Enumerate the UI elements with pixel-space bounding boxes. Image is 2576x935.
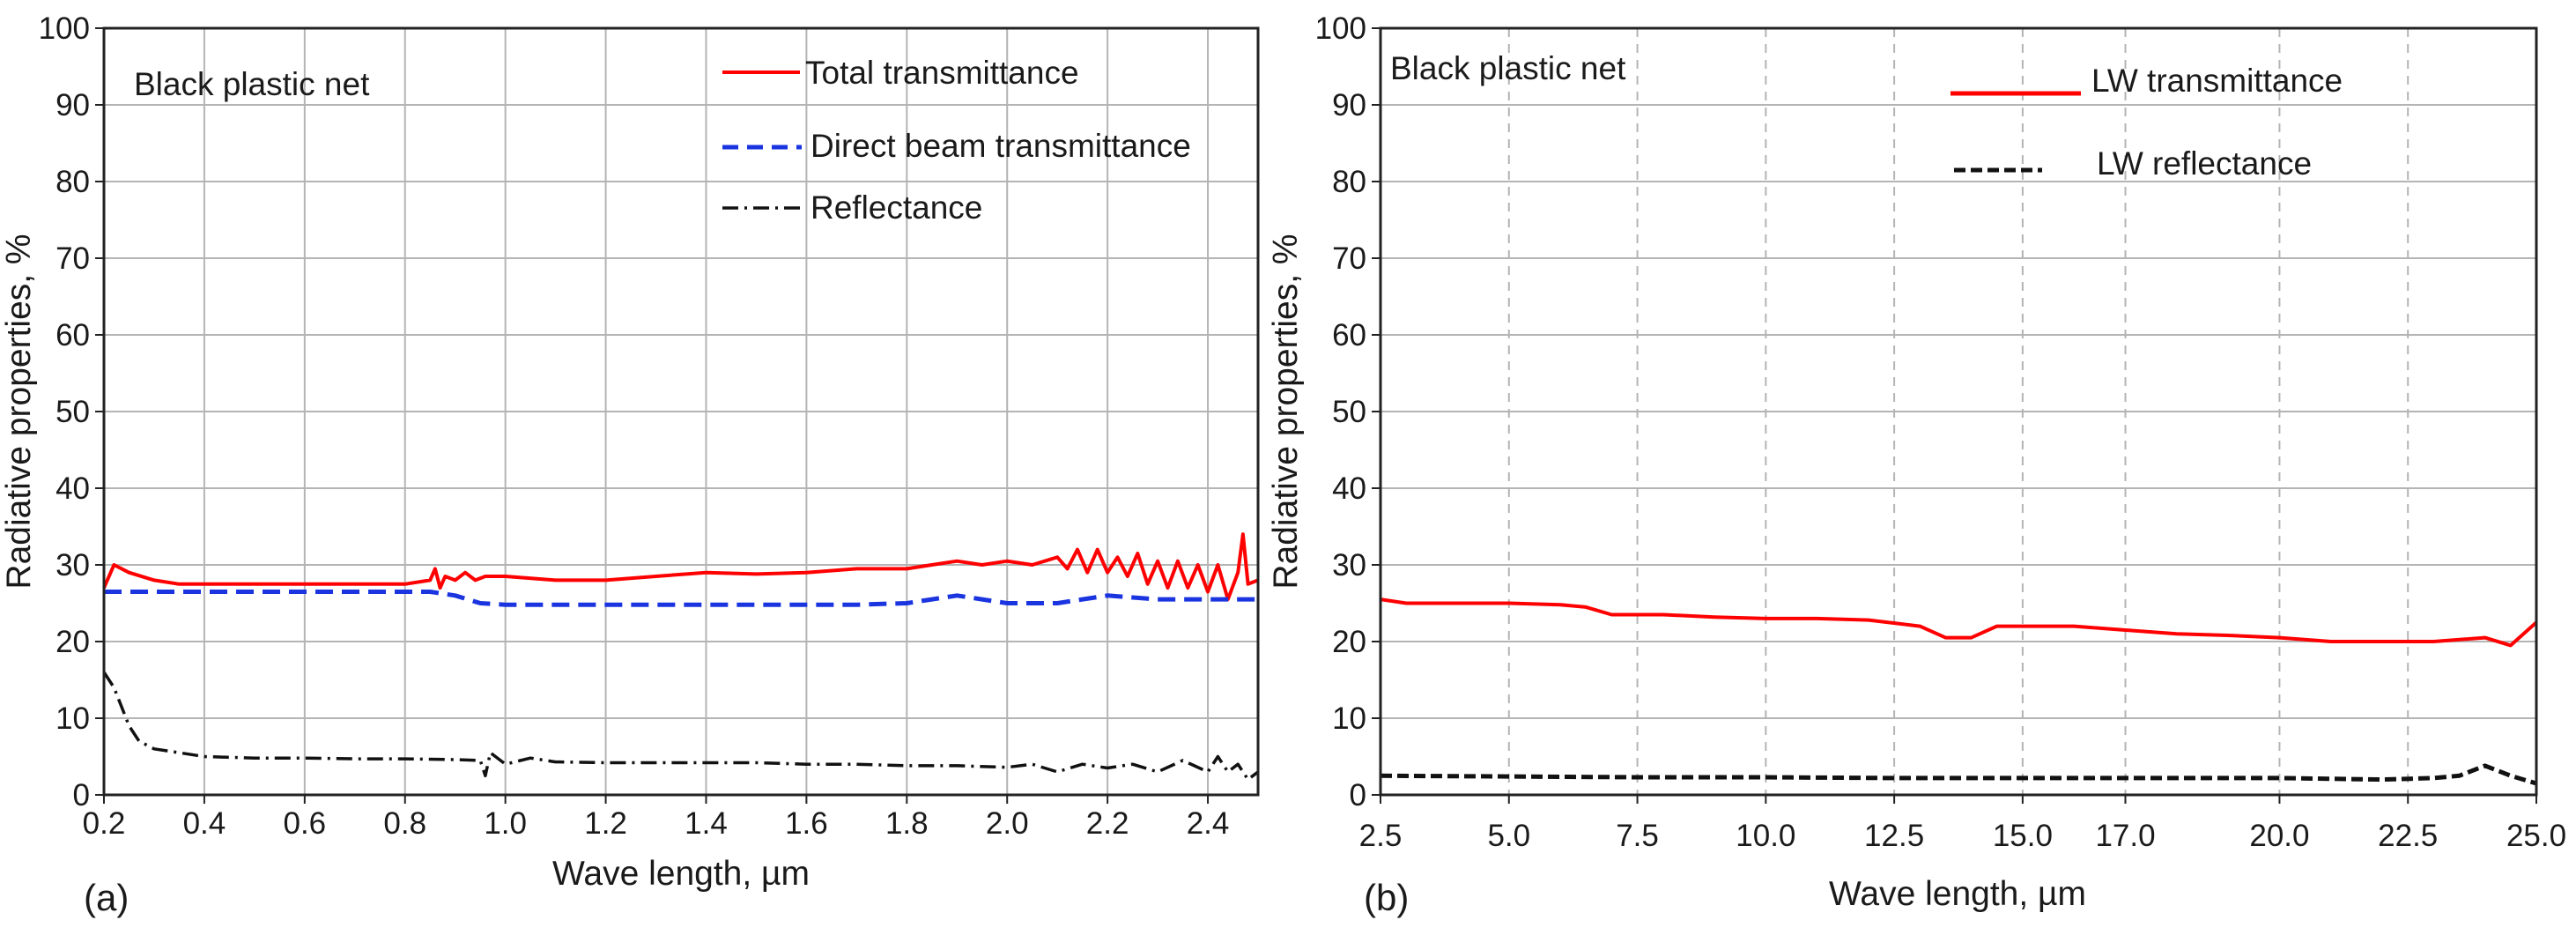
panel-b-annotation: Black plastic net <box>1390 50 1626 86</box>
panel-a-x-tick-labels: 0.2 0.4 0.6 0.8 1.0 1.2 1.4 1.6 1.8 2.0 2.2 2.4 <box>83 806 1230 841</box>
panel-a-legend: Total transmittance Direct beam transmit… <box>722 55 1191 226</box>
panel-b-x-tick-labels: 2.5 5.0 7.5 10.0 12.5 15.0 17.0 20.0 22.5 25.0 <box>1359 819 2566 853</box>
panel-a-plot-frame <box>102 26 1260 797</box>
panel-a-y-axis-title: Radiative properties, % <box>0 234 38 589</box>
panel-a-x-tick-label: 1.4 <box>685 806 728 841</box>
panel-a-label: (a) <box>84 877 129 918</box>
panel-b-x-tick-label: 5.0 <box>1487 819 1530 853</box>
panel-a: 0 10 20 30 40 50 60 70 80 90 100 0.2 0.4 0.6 0.8 1.0 1.… <box>0 11 1260 918</box>
panel-a-y-tick-label: 0 <box>73 778 90 813</box>
panel-b-x-tick-label: 7.5 <box>1616 819 1659 853</box>
panel-b-x-tick-label: 22.5 <box>2378 819 2438 853</box>
panel-b-y-tick-label: 80 <box>1332 165 1366 199</box>
panel-b-x-tick-label: 10.0 <box>1736 819 1795 853</box>
panel-b-y-tick-label: 60 <box>1332 318 1366 352</box>
panel-a-x-tick-label: 2.2 <box>1086 806 1129 841</box>
panel-b-y-tick-label: 100 <box>1315 11 1366 46</box>
panel-b-x-tick-label: 15.0 <box>1993 819 2053 853</box>
panel-b-y-tick-label: 0 <box>1350 778 1366 813</box>
panel-b-y-tick-label: 10 <box>1332 701 1366 736</box>
panel-b-y-tick-label: 30 <box>1332 548 1366 583</box>
panel-a-x-tick-label: 1.2 <box>584 806 627 841</box>
panel-b-plot-frame <box>1379 26 2538 797</box>
panel-b-x-tick-label: 25.0 <box>2506 819 2566 853</box>
panel-a-x-tick-label: 1.8 <box>885 806 929 841</box>
panel-b-x-tick-label: 20.0 <box>2249 819 2309 853</box>
panel-b-x-tick-label: 12.5 <box>1864 819 1924 853</box>
panel-a-x-tick-label: 1.6 <box>785 806 828 841</box>
panel-a-y-tick-label: 10 <box>56 701 90 736</box>
series-line-lw-transmittance <box>1380 597 2538 648</box>
legend-label-direct-beam-transmittance: Direct beam transmittance <box>811 128 1191 164</box>
panel-b-label: (b) <box>1364 877 1409 918</box>
series-line-lw-reflectance <box>1380 763 2537 786</box>
legend-label-total-transmittance: Total transmittance <box>805 55 1079 91</box>
series-line-total-transmittance <box>102 532 1259 602</box>
panel-a-y-tick-label: 90 <box>56 88 90 122</box>
panel-a-x-tick-label: 0.8 <box>383 806 426 841</box>
panel-b-series <box>1380 597 2538 786</box>
panel-a-y-tick-label: 30 <box>56 548 90 583</box>
panel-a-x-tick-label: 0.2 <box>83 806 126 841</box>
panel-b-x-tick-label: 2.5 <box>1359 819 1403 853</box>
panel-a-series <box>102 532 1260 782</box>
panel-a-y-tick-label: 70 <box>56 241 90 276</box>
panel-a-y-tick-label: 20 <box>56 625 90 659</box>
panel-a-y-tick-label: 100 <box>39 11 90 46</box>
legend-label-lw-reflectance: LW reflectance <box>2097 145 2312 182</box>
panel-a-x-tick-label: 0.4 <box>183 806 226 841</box>
panel-a-y-tick-label: 50 <box>56 395 90 429</box>
series-line-reflectance <box>102 671 1260 782</box>
panel-b-x-axis-title: Wave length, µm <box>1829 875 2086 913</box>
panel-b-grid <box>1372 27 2537 804</box>
panel-b-y-axis-title: Radiative properties, % <box>1267 234 1305 589</box>
legend-label-lw-transmittance: LW transmittance <box>2091 63 2343 99</box>
panel-b-y-tick-label: 70 <box>1332 241 1366 276</box>
panel-b-x-tick-label: 17.0 <box>2095 819 2155 853</box>
panel-b-y-tick-label: 20 <box>1332 625 1366 659</box>
panel-b-y-tick-label: 90 <box>1332 88 1366 122</box>
panel-a-x-tick-label: 2.0 <box>986 806 1029 841</box>
panel-a-x-tick-label: 0.6 <box>283 806 326 841</box>
panel-a-x-tick-label: 2.4 <box>1187 806 1230 841</box>
panel-b-y-tick-labels: 0 10 20 30 40 50 60 70 80 90 100 <box>1315 11 1366 813</box>
series-line-direct-beam-transmittance <box>104 590 1258 607</box>
panel-a-y-tick-label: 60 <box>56 318 90 352</box>
legend-label-reflectance: Reflectance <box>811 189 982 226</box>
panel-a-y-tick-labels: 0 10 20 30 40 50 60 70 80 90 100 <box>39 11 90 813</box>
panel-b: 0 10 20 30 40 50 60 70 80 90 100 2.5 5.0 7.5 10.0 12.5… <box>1267 11 2566 918</box>
panel-a-y-tick-label: 80 <box>56 165 90 199</box>
panel-a-x-axis-title: Wave length, µm <box>552 855 810 893</box>
panel-b-y-tick-label: 50 <box>1332 395 1366 429</box>
panel-a-annotation: Black plastic net <box>134 66 370 102</box>
panel-a-y-tick-label: 40 <box>56 471 90 506</box>
panel-b-legend: LW transmittance LW reflectance <box>1951 63 2343 182</box>
panel-b-y-tick-label: 40 <box>1332 471 1366 506</box>
panel-a-x-tick-label: 1.0 <box>484 806 527 841</box>
